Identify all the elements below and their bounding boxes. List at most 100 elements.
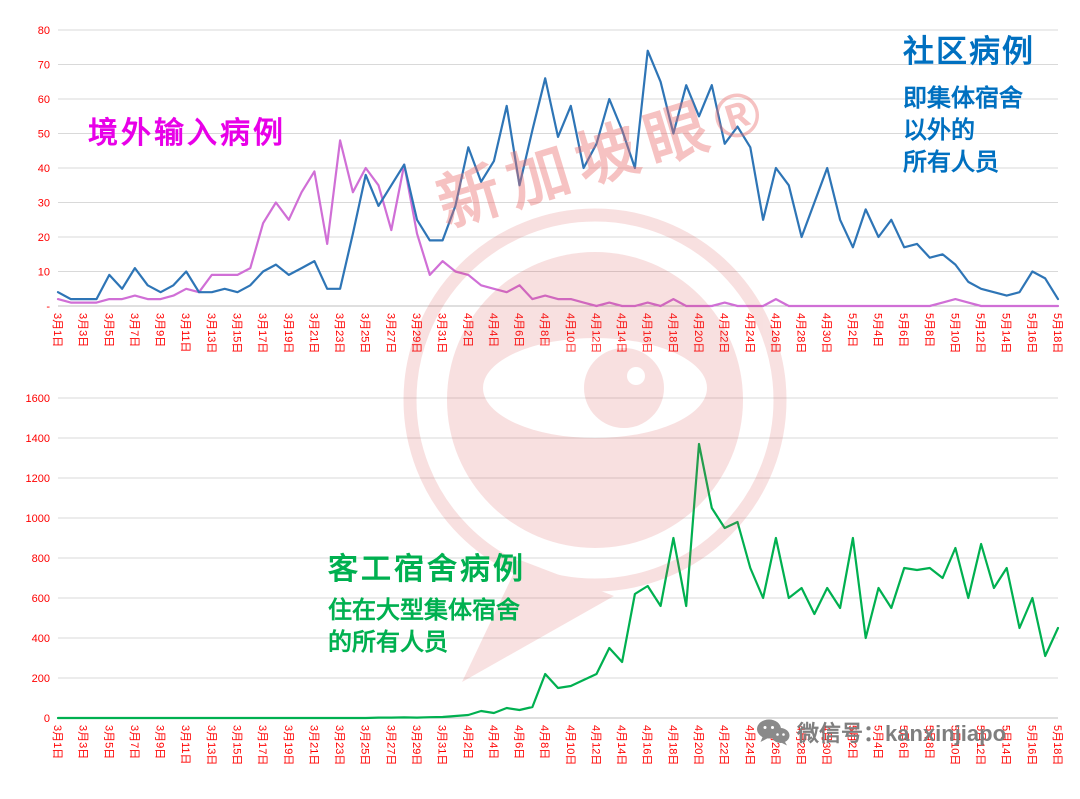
wechat-id-text: 微信号：kanxinjiapo: [797, 721, 1007, 746]
svg-text:200: 200: [32, 673, 50, 685]
svg-text:3月3日: 3月3日: [77, 725, 89, 759]
svg-text:20: 20: [38, 232, 50, 244]
svg-text:60: 60: [38, 94, 50, 106]
svg-text:5月16日: 5月16日: [1025, 313, 1037, 353]
svg-text:4月20日: 4月20日: [692, 313, 704, 353]
svg-text:4月26日: 4月26日: [769, 313, 781, 353]
community-cases-label: 社区病例: [903, 34, 1035, 69]
svg-text:3月21日: 3月21日: [307, 725, 319, 765]
svg-text:4月28日: 4月28日: [795, 725, 807, 765]
svg-text:4月28日: 4月28日: [795, 313, 807, 353]
svg-text:30: 30: [38, 198, 50, 210]
svg-text:80: 80: [38, 25, 50, 37]
svg-text:4月16日: 4月16日: [641, 313, 653, 353]
imported-cases-label: 境外输入病例: [88, 117, 286, 150]
svg-text:5月6日: 5月6日: [897, 313, 909, 347]
svg-text:3月13日: 3月13日: [205, 313, 217, 353]
svg-text:3月9日: 3月9日: [154, 725, 166, 759]
svg-text:3月9日: 3月9日: [154, 313, 166, 347]
svg-text:70: 70: [38, 60, 50, 72]
svg-text:1000: 1000: [26, 513, 50, 525]
svg-text:3月7日: 3月7日: [128, 725, 140, 759]
svg-text:3月15日: 3月15日: [231, 725, 243, 765]
svg-text:4月2日: 4月2日: [461, 725, 473, 759]
svg-text:3月1日: 3月1日: [51, 313, 63, 347]
svg-text:3月25日: 3月25日: [359, 313, 371, 353]
svg-text:3月11日: 3月11日: [179, 313, 191, 353]
svg-text:3月17日: 3月17日: [256, 313, 268, 353]
svg-text:5月10日: 5月10日: [948, 313, 960, 353]
svg-text:4月30日: 4月30日: [820, 725, 832, 765]
svg-text:4月22日: 4月22日: [718, 313, 730, 353]
svg-text:3月5日: 3月5日: [102, 313, 114, 347]
community-cases-subtitle-line2: 以外的: [903, 117, 975, 144]
svg-text:4月22日: 4月22日: [718, 725, 730, 765]
svg-text:5月18日: 5月18日: [1051, 313, 1063, 353]
svg-text:3月11日: 3月11日: [179, 725, 191, 765]
svg-text:5月12日: 5月12日: [974, 725, 986, 765]
svg-text:3月31日: 3月31日: [436, 313, 448, 353]
svg-text:5月4日: 5月4日: [872, 725, 884, 759]
svg-text:5月4日: 5月4日: [872, 313, 884, 347]
community-cases-subtitle-line1: 即集体宿舍: [903, 85, 1023, 112]
svg-text:5月8日: 5月8日: [923, 313, 935, 347]
svg-text:4月6日: 4月6日: [513, 725, 525, 759]
svg-text:4月16日: 4月16日: [641, 725, 653, 765]
svg-text:50: 50: [38, 129, 50, 141]
svg-text:1200: 1200: [26, 473, 50, 485]
svg-text:4月14日: 4月14日: [615, 725, 627, 765]
svg-text:5月8日: 5月8日: [923, 725, 935, 759]
svg-text:3月19日: 3月19日: [282, 725, 294, 765]
svg-text:3月15日: 3月15日: [231, 313, 243, 353]
svg-text:3月19日: 3月19日: [282, 313, 294, 353]
svg-text:10: 10: [38, 267, 50, 279]
svg-text:3月23日: 3月23日: [333, 725, 345, 765]
svg-text:600: 600: [32, 593, 50, 605]
svg-text:4月18日: 4月18日: [666, 313, 678, 353]
svg-text:4月12日: 4月12日: [590, 725, 602, 765]
dorm-cases-subtitle-line2: 的所有人员: [328, 629, 448, 656]
svg-text:3月1日: 3月1日: [51, 725, 63, 759]
svg-text:4月30日: 4月30日: [820, 313, 832, 353]
svg-text:5月2日: 5月2日: [846, 313, 858, 347]
svg-text:4月10日: 4月10日: [564, 313, 576, 353]
svg-text:5月10日: 5月10日: [948, 725, 960, 765]
svg-text:1400: 1400: [26, 433, 50, 445]
svg-text:800: 800: [32, 553, 50, 565]
svg-text:1600: 1600: [26, 393, 50, 405]
svg-text:5月14日: 5月14日: [1000, 313, 1012, 353]
dorm-cases-label: 客工宿舍病例: [328, 553, 526, 586]
svg-text:3月25日: 3月25日: [359, 725, 371, 765]
svg-text:5月16日: 5月16日: [1025, 725, 1037, 765]
svg-text:400: 400: [32, 633, 50, 645]
svg-text:3月21日: 3月21日: [307, 313, 319, 353]
svg-text:3月3日: 3月3日: [77, 313, 89, 347]
svg-text:4月20日: 4月20日: [692, 725, 704, 765]
svg-text:4月18日: 4月18日: [666, 725, 678, 765]
svg-text:3月23日: 3月23日: [333, 313, 345, 353]
svg-text:0: 0: [44, 713, 50, 725]
dorm-cases-subtitle-line1: 住在大型集体宿舍: [328, 597, 520, 624]
svg-text:4月4日: 4月4日: [487, 313, 499, 347]
svg-text:4月2日: 4月2日: [461, 313, 473, 347]
wechat-footer: 微信号：kanxinjiapo: [756, 716, 1006, 748]
svg-text:5月2日: 5月2日: [846, 725, 858, 759]
svg-text:4月8日: 4月8日: [538, 313, 550, 347]
svg-text:5月12日: 5月12日: [974, 313, 986, 353]
svg-text:3月17日: 3月17日: [256, 725, 268, 765]
svg-text:3月31日: 3月31日: [436, 725, 448, 765]
community-cases-subtitle-line3: 所有人员: [903, 149, 999, 176]
svg-text:-: -: [46, 301, 50, 313]
svg-text:4月24日: 4月24日: [743, 313, 755, 353]
svg-text:5月14日: 5月14日: [1000, 725, 1012, 765]
svg-text:5月6日: 5月6日: [897, 725, 909, 759]
svg-text:3月5日: 3月5日: [102, 725, 114, 759]
svg-text:4月8日: 4月8日: [538, 725, 550, 759]
svg-text:5月18日: 5月18日: [1051, 725, 1063, 765]
svg-text:3月27日: 3月27日: [384, 725, 396, 765]
svg-text:3月13日: 3月13日: [205, 725, 217, 765]
svg-text:4月6日: 4月6日: [513, 313, 525, 347]
svg-text:3月29日: 3月29日: [410, 313, 422, 353]
